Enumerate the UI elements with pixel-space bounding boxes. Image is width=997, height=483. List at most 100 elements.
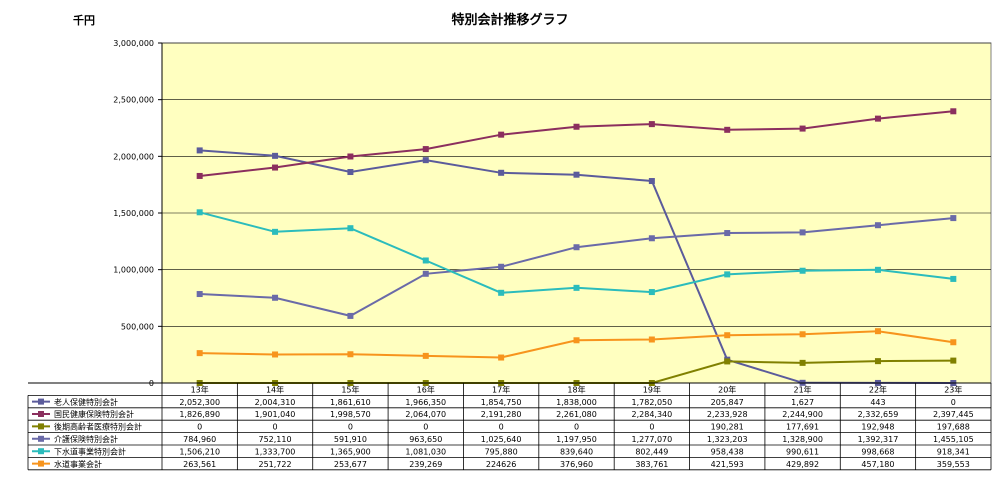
data-point (950, 357, 957, 364)
data-point (724, 230, 731, 237)
data-point (573, 123, 580, 130)
data-point (648, 336, 655, 343)
data-label: 2,233,928 (707, 410, 748, 419)
data-point (347, 351, 354, 358)
data-label: 0 (348, 423, 353, 432)
data-label: 0 (499, 423, 504, 432)
data-label: 429,892 (786, 460, 819, 469)
x-tick-label: 18年 (567, 384, 585, 394)
data-label: 1,323,203 (707, 435, 748, 444)
data-label: 205,847 (711, 398, 744, 407)
data-label: 1,998,570 (330, 410, 371, 419)
data-label: 963,650 (409, 435, 442, 444)
data-point (347, 169, 354, 176)
data-label: 197,688 (937, 423, 970, 432)
data-point (950, 275, 957, 282)
legend-label: 下水道事業特別会計 (54, 446, 126, 456)
x-tick-label: 16年 (417, 384, 435, 394)
data-point (196, 172, 203, 179)
data-point (799, 125, 806, 132)
data-label: 990,611 (786, 447, 819, 456)
data-point (196, 291, 203, 298)
data-label: 1,854,750 (481, 398, 522, 407)
data-label: 1,838,000 (556, 398, 597, 407)
data-label: 1,328,900 (782, 435, 823, 444)
data-label: 192,948 (861, 423, 894, 432)
data-point (799, 359, 806, 366)
data-point (874, 358, 881, 365)
data-label: 1,826,890 (179, 410, 220, 419)
data-point (799, 331, 806, 338)
y-tick-label: 2,500,000 (113, 96, 154, 105)
x-tick-label: 21年 (793, 384, 811, 394)
data-label: 1,901,040 (255, 410, 296, 419)
data-label: 2,064,070 (405, 410, 446, 419)
data-point (347, 153, 354, 160)
series-3 (196, 215, 957, 319)
legend-label: 水道事業会計 (54, 459, 102, 469)
data-label: 0 (574, 423, 579, 432)
data-label: 0 (423, 423, 428, 432)
data-point (196, 209, 203, 216)
x-tick-label: 14年 (266, 384, 284, 394)
y-tick-label: 1,500,000 (113, 209, 154, 218)
data-label: 591,910 (334, 435, 367, 444)
legend-label: 国民健康保険特別会計 (54, 409, 134, 419)
data-label: 0 (649, 423, 654, 432)
data-point (196, 147, 203, 154)
data-point (950, 339, 957, 346)
data-label: 253,677 (334, 460, 367, 469)
data-label: 457,180 (861, 460, 894, 469)
data-label: 784,960 (183, 435, 216, 444)
data-label: 177,691 (786, 423, 819, 432)
data-point (272, 164, 279, 171)
data-label: 1,861,610 (330, 398, 371, 407)
data-point (498, 131, 505, 138)
data-label: 1,627 (791, 398, 814, 407)
unit-label: 千円 (73, 13, 95, 27)
data-label: 998,668 (861, 447, 894, 456)
y-tick-label: 500,000 (121, 322, 154, 331)
data-point (422, 257, 429, 264)
data-table: 13年 14年 15年 16年 17年 18年 19年 20年 21年 22年 23年老人保健特別会… (27, 382, 992, 471)
data-label: 1,081,030 (405, 447, 446, 456)
data-label: 839,640 (560, 447, 593, 456)
x-tick-label: 19年 (643, 384, 661, 394)
data-point (950, 215, 957, 222)
data-point (648, 121, 655, 128)
data-point (573, 284, 580, 291)
legend-label: 介護保険特別会計 (54, 434, 118, 444)
data-point (422, 146, 429, 153)
data-point (724, 332, 731, 339)
data-label: 1,455,105 (933, 435, 974, 444)
legend-key-marker (38, 398, 44, 405)
chart-title: 特別会計推移グラフ (451, 12, 568, 28)
data-label: 383,761 (635, 460, 668, 469)
legend-key-marker (38, 411, 44, 417)
data-point (799, 229, 806, 236)
x-tick-label: 20年 (718, 384, 736, 394)
data-point (272, 152, 279, 159)
y-tick-label: 3,000,000 (113, 39, 154, 48)
data-point (724, 271, 731, 278)
data-point (648, 289, 655, 296)
data-point (347, 312, 354, 319)
data-point (498, 289, 505, 296)
data-point (422, 352, 429, 359)
data-point (573, 244, 580, 251)
data-point (573, 171, 580, 178)
data-label: 1,782,050 (632, 398, 673, 407)
data-point (874, 115, 881, 122)
data-label: 752,110 (258, 435, 291, 444)
legend-label: 老人保健特別会計 (54, 397, 118, 407)
data-point (196, 350, 203, 357)
data-point (874, 222, 881, 229)
data-label: 0 (951, 398, 956, 407)
data-point (498, 354, 505, 361)
data-point (573, 337, 580, 344)
legend-key-marker (38, 435, 44, 442)
x-tick-label: 22年 (869, 384, 887, 394)
data-label: 190,281 (711, 423, 744, 432)
legend-key-marker (38, 460, 44, 467)
